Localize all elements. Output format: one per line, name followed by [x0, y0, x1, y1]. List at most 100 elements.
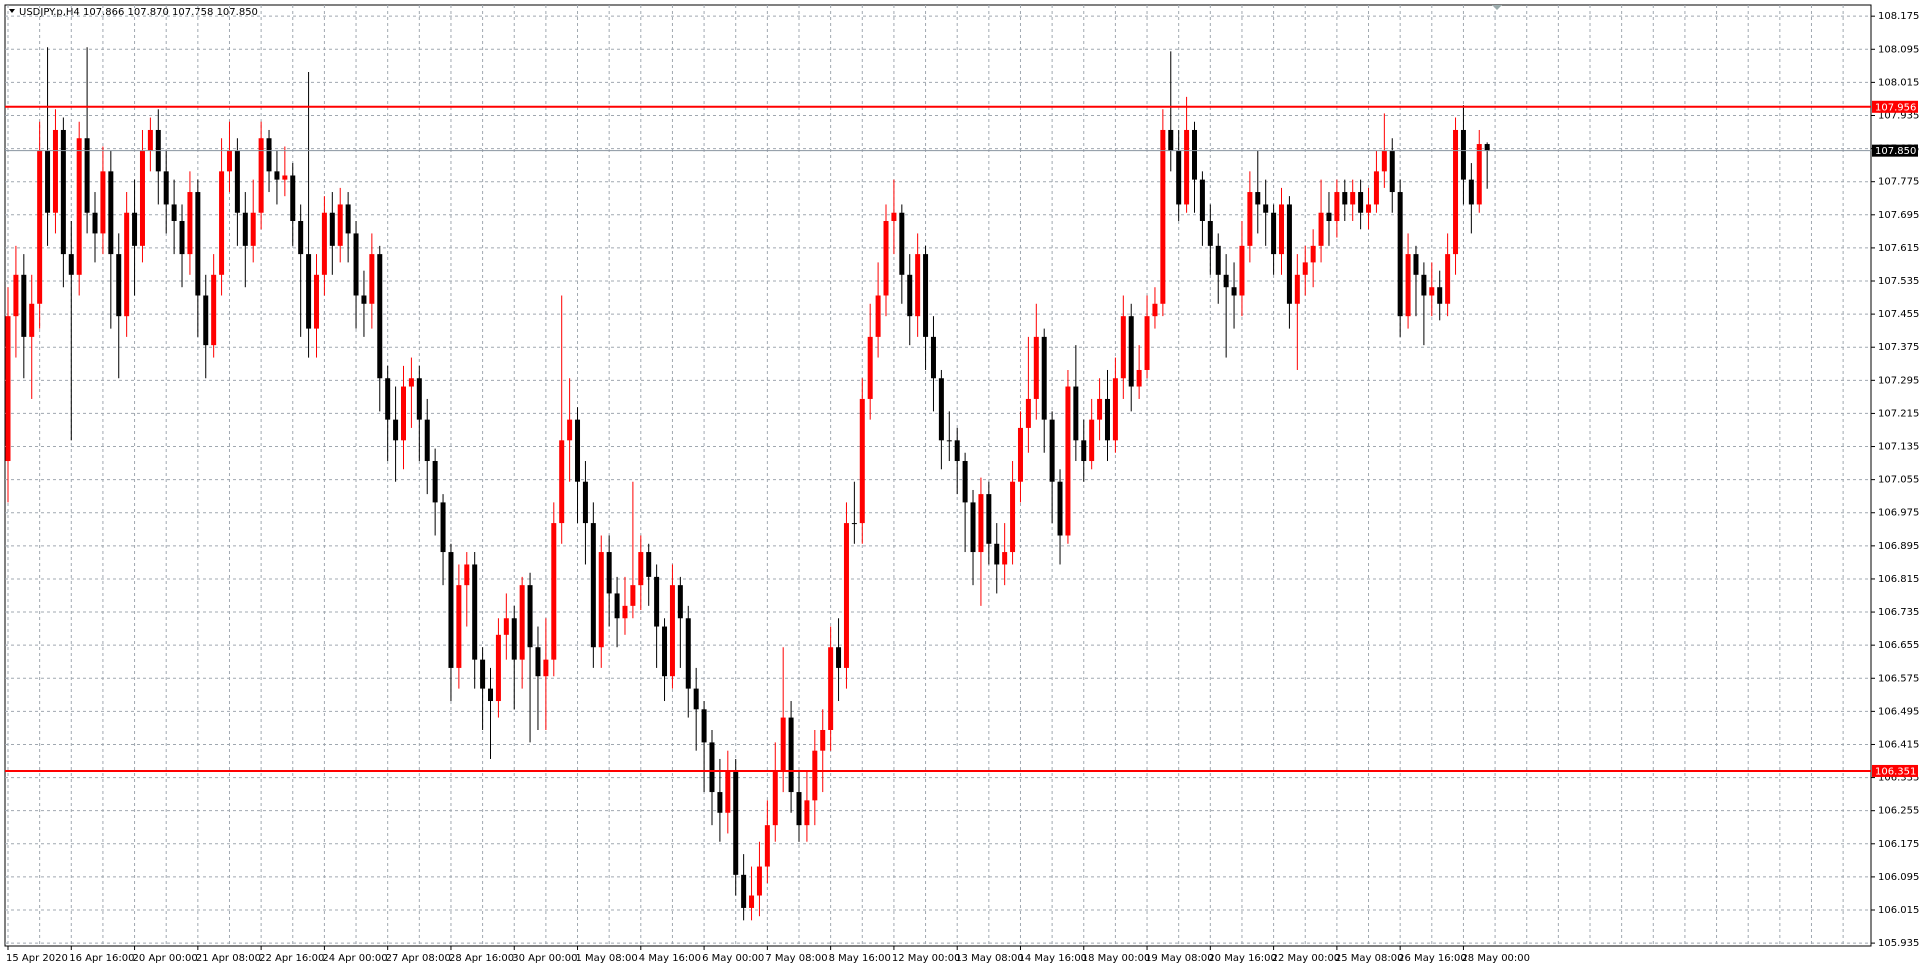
candle-body: [1389, 150, 1395, 193]
candle-body: [1445, 254, 1451, 304]
x-tick-label: 15 Apr 2020: [6, 953, 68, 964]
candle-body: [219, 171, 225, 275]
x-tick-label: 24 Apr 00:00: [322, 953, 387, 964]
candle-body: [867, 336, 873, 399]
candle-body: [1255, 192, 1261, 205]
candle-body: [5, 316, 11, 462]
candle-body: [385, 378, 391, 420]
candle-body: [424, 419, 430, 462]
candle-body: [693, 688, 699, 710]
candle-body: [1231, 287, 1237, 296]
x-tick-label: 6 May 00:00: [702, 953, 764, 964]
candle-body: [1144, 316, 1150, 370]
candle-body: [820, 729, 826, 751]
candle-body: [21, 274, 27, 337]
candle-body: [211, 274, 217, 346]
candle-body: [401, 386, 406, 441]
candle-body: [1397, 192, 1403, 317]
candle-body: [108, 171, 114, 255]
candle-body: [116, 254, 122, 317]
candle-body: [203, 295, 209, 346]
candle-body: [274, 171, 280, 180]
candle-body: [923, 254, 929, 337]
candle-body: [1128, 316, 1134, 387]
candle-body: [954, 440, 960, 462]
candle-body: [1065, 386, 1071, 536]
candle-body: [717, 792, 723, 813]
candle-body: [701, 709, 707, 743]
y-tick-label: 108.095: [1878, 44, 1919, 55]
candle-body: [37, 150, 43, 304]
candle-body: [60, 129, 66, 255]
candle-body: [1437, 287, 1443, 304]
candle-body: [1073, 386, 1079, 441]
y-tick-label: 106.655: [1878, 640, 1919, 651]
candle-body: [780, 717, 786, 772]
candle-body: [321, 212, 327, 275]
candle-body: [1160, 129, 1166, 304]
candle-body: [187, 192, 193, 255]
candle-body: [843, 523, 849, 668]
y-tick-label: 106.895: [1878, 541, 1919, 552]
candle-body: [234, 150, 240, 213]
y-tick-label: 106.255: [1878, 806, 1919, 817]
candle-body: [345, 204, 351, 234]
y-tick-label: 106.175: [1878, 839, 1919, 850]
candle-body: [495, 634, 501, 702]
candle-body: [1413, 254, 1419, 275]
candle-body: [1207, 221, 1213, 246]
shift-marker[interactable]: [1492, 5, 1502, 10]
candle-body: [828, 647, 834, 730]
candle-body: [1223, 274, 1229, 288]
candle-body: [709, 742, 715, 793]
candle-body: [163, 171, 169, 205]
candle-body: [804, 800, 810, 826]
x-tick-label: 28 Apr 16:00: [449, 953, 514, 964]
candle-body: [764, 825, 770, 867]
candle-body: [139, 150, 145, 246]
x-tick-label: 8 May 16:00: [829, 953, 891, 964]
price-label-box: [1872, 100, 1918, 113]
candle-body: [1468, 179, 1474, 205]
x-tick-label: 14 May 16:00: [1018, 953, 1087, 964]
candle-body: [226, 150, 232, 172]
candle-body: [290, 175, 296, 222]
candle-body: [1271, 212, 1277, 255]
candle-body: [1310, 245, 1316, 263]
candle-body: [1342, 192, 1348, 205]
x-tick-label: 16 Apr 16:00: [69, 953, 134, 964]
candle-body: [1081, 440, 1087, 462]
x-tick-label: 25 May 08:00: [1335, 953, 1404, 964]
candle-body: [92, 212, 98, 234]
candle-body: [52, 129, 58, 213]
candle-body: [851, 523, 857, 525]
candle-body: [1326, 212, 1332, 222]
y-tick-label: 106.975: [1878, 508, 1919, 519]
x-tick-label: 22 Apr 16:00: [259, 953, 324, 964]
y-tick-label: 107.215: [1878, 408, 1919, 419]
x-tick-label: 28 May 00:00: [1461, 953, 1530, 964]
candle-body: [1279, 204, 1285, 255]
x-tick-label: 4 May 16:00: [639, 953, 701, 964]
candle-body: [638, 552, 644, 586]
candle-body: [962, 461, 968, 503]
candle-body: [741, 874, 747, 908]
y-tick-label: 106.015: [1878, 905, 1919, 916]
candle-body: [899, 212, 905, 275]
candle-body: [84, 138, 90, 213]
candle-body: [488, 688, 494, 702]
y-tick-label: 105.935: [1878, 938, 1919, 949]
candle-body: [511, 618, 517, 660]
candle-body: [45, 150, 51, 213]
candle-body: [749, 895, 755, 908]
candle-body: [1366, 204, 1372, 213]
x-tick-label: 13 May 08:00: [955, 953, 1024, 964]
y-tick-label: 107.295: [1878, 375, 1919, 386]
title-icon: [9, 9, 15, 13]
candle-body: [733, 771, 739, 875]
candle-body: [559, 440, 565, 524]
candle-body: [772, 771, 778, 826]
candle-body: [1247, 192, 1253, 246]
candle-body: [147, 129, 153, 151]
